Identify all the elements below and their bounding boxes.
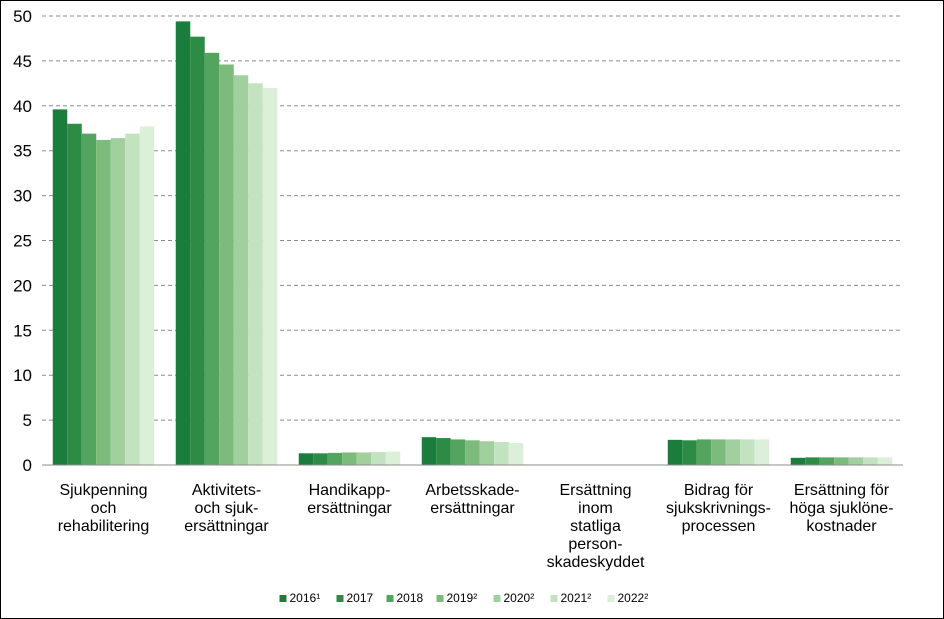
category-label: kostnader	[806, 518, 877, 535]
bar	[204, 52, 220, 466]
bar	[848, 457, 864, 465]
y-tick-label: 45	[13, 52, 32, 71]
y-tick-label: 50	[13, 7, 32, 26]
bar	[313, 453, 328, 465]
bar	[479, 441, 495, 465]
y-tick-label: 20	[13, 276, 32, 295]
bar	[754, 439, 770, 465]
bar	[190, 36, 205, 466]
legend-label: 2021²	[561, 591, 592, 605]
category-label: skadeskyddet	[547, 554, 645, 571]
bar	[385, 451, 401, 465]
bar	[465, 440, 480, 465]
legend-label: 2017	[347, 591, 374, 605]
category-label: Sjukpenning	[59, 482, 147, 499]
category-label: statliga	[570, 518, 621, 535]
bar	[711, 439, 726, 465]
category-label: Bidrag för	[684, 482, 754, 499]
bar	[790, 457, 806, 465]
category-label: ersättningar	[184, 518, 269, 535]
legend-swatch	[336, 595, 344, 602]
legend-label: 2016¹	[290, 591, 321, 605]
legend-label: 2022²	[618, 591, 649, 605]
bar	[819, 457, 835, 465]
bar	[356, 452, 372, 465]
y-tick-label: 25	[13, 232, 32, 251]
bar	[834, 457, 849, 465]
category-label: rehabilitering	[58, 518, 150, 535]
bar	[67, 123, 82, 465]
bar	[262, 87, 278, 465]
bar	[421, 437, 437, 465]
bar	[667, 439, 683, 465]
y-axis-ticks: 0 5 10 15 20 25 30 35 40 45 50	[13, 7, 32, 475]
legend-label: 2020²	[504, 591, 535, 605]
y-tick-label: 35	[13, 142, 32, 161]
legend-swatch	[436, 595, 444, 602]
legend-swatch	[493, 595, 501, 602]
bar	[327, 452, 343, 465]
bar	[52, 109, 68, 465]
category-label: person-	[568, 536, 622, 553]
category-label: processen	[682, 518, 756, 535]
bar	[110, 138, 126, 466]
bar	[219, 64, 234, 465]
bar	[725, 439, 741, 465]
bar	[175, 21, 191, 465]
y-tick-label: 30	[13, 187, 32, 206]
category-label: ersättningar	[430, 500, 515, 517]
category-label: sjukskrivnings-	[666, 500, 771, 517]
bar	[508, 442, 524, 465]
category-label: och sjuk-	[194, 500, 258, 517]
bar	[805, 457, 820, 465]
bar	[125, 133, 140, 465]
legend-label: 2019²	[447, 591, 478, 605]
bar	[371, 451, 386, 465]
y-tick-label: 15	[13, 321, 32, 340]
category-label: höga sjuklöne-	[789, 500, 893, 517]
bar	[494, 442, 509, 465]
legend-swatch	[386, 595, 394, 602]
category-label: och	[91, 500, 117, 517]
category-label: Arbetsskade-	[425, 482, 519, 499]
bar	[436, 438, 451, 465]
bar	[233, 75, 249, 465]
bar	[139, 126, 155, 465]
legend-swatch	[607, 595, 615, 602]
gridlines	[42, 15, 903, 421]
y-tick-label: 40	[13, 97, 32, 116]
bar	[877, 457, 893, 465]
bar	[81, 133, 97, 465]
legend-label: 2018	[397, 591, 424, 605]
category-label: Ersättning för	[794, 482, 890, 499]
y-tick-label: 0	[23, 456, 32, 475]
bar	[96, 139, 111, 465]
bar	[450, 439, 466, 465]
legend-swatch	[279, 595, 287, 602]
bar	[248, 83, 263, 465]
bar	[863, 457, 878, 465]
category-label: ersättningar	[307, 500, 392, 517]
category-label: inom	[578, 500, 613, 517]
bar	[298, 453, 314, 465]
category-label: Handikapp-	[309, 482, 391, 499]
category-label: Aktivitets-	[192, 482, 261, 499]
legend: 2016¹ 2017 2018 2019² 2020² 2021² 2022²	[279, 591, 649, 605]
bar	[740, 439, 755, 465]
bar	[342, 452, 357, 465]
bars	[52, 21, 893, 466]
y-tick-label: 5	[23, 411, 32, 430]
bar	[682, 440, 697, 465]
category-label: Ersättning	[559, 482, 631, 499]
legend-swatch	[550, 595, 558, 602]
bar	[696, 439, 712, 465]
y-tick-label: 10	[13, 366, 32, 385]
